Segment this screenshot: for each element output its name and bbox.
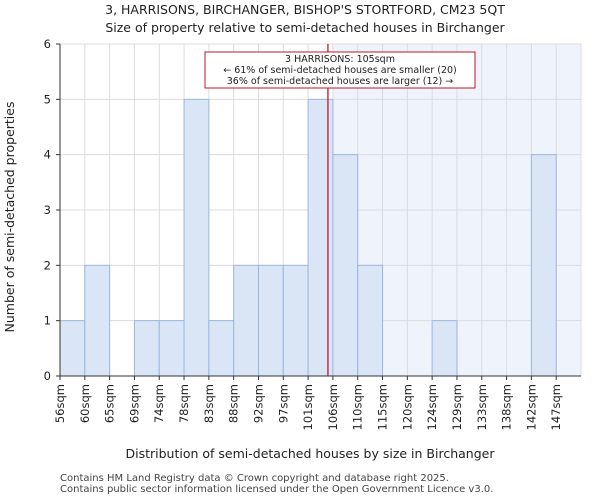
x-tick-label: 115sqm: [376, 384, 390, 430]
x-tick-label: 69sqm: [127, 384, 141, 423]
bar: [282, 264, 309, 377]
y-tick-label: 0: [44, 369, 51, 383]
x-tick-label: 120sqm: [400, 384, 414, 430]
y-tick-label: 3: [44, 203, 51, 217]
x-tick-label: 78sqm: [177, 384, 191, 423]
bar: [59, 320, 86, 377]
x-tick-label: 138sqm: [500, 384, 514, 430]
annotation-line-3: 36% of semi-detached houses are larger (…: [227, 76, 454, 87]
bar: [84, 264, 111, 377]
annotation-box: 3 HARRISONS: 105sqm ← 61% of semi-detach…: [204, 51, 476, 89]
bar: [233, 264, 259, 377]
y-axis-label: Number of semi-detached properties: [2, 102, 17, 333]
bar: [357, 264, 384, 377]
bar: [307, 98, 334, 377]
bar: [158, 320, 185, 377]
chart-subtitle: Size of property relative to semi-detach…: [105, 20, 505, 35]
x-tick-label: 92sqm: [251, 384, 265, 423]
bar: [257, 264, 284, 377]
bar: [431, 320, 458, 377]
x-tick-label: 65sqm: [103, 384, 117, 423]
x-tick-label: 88sqm: [227, 384, 241, 423]
footer-licence: Contains public sector information licen…: [60, 484, 494, 495]
x-axis-label: Distribution of semi-detached houses by …: [126, 446, 496, 461]
bar: [133, 320, 160, 377]
chart-title: 3, HARRISONS, BIRCHANGER, BISHOP'S STORT…: [105, 2, 505, 17]
x-tick-label: 101sqm: [301, 384, 315, 430]
y-tick-label: 4: [44, 148, 51, 162]
x-tick-label: 74sqm: [152, 384, 166, 423]
x-tick-label: 83sqm: [202, 384, 216, 423]
y-tick-label: 5: [44, 92, 51, 106]
bar: [332, 154, 359, 377]
x-tick-label: 129sqm: [450, 384, 464, 430]
x-tick-label: 110sqm: [351, 384, 365, 430]
x-tick-label: 106sqm: [326, 384, 340, 430]
annotation-line-1: 3 HARRISONS: 105sqm: [285, 54, 395, 65]
bar: [530, 154, 557, 377]
x-tick-label: 60sqm: [78, 384, 92, 423]
x-tick-label: 97sqm: [276, 384, 290, 423]
x-tick-label: 147sqm: [549, 384, 563, 430]
bar: [208, 320, 235, 377]
x-tick-label: 56sqm: [53, 384, 67, 423]
y-tick-label: 1: [44, 314, 51, 328]
annotation-line-2: ← 61% of semi-detached houses are smalle…: [223, 65, 457, 76]
x-tick-label: 124sqm: [425, 384, 439, 430]
y-tick-label: 6: [44, 37, 51, 51]
x-tick-label: 142sqm: [524, 384, 538, 430]
bar: [183, 98, 210, 377]
x-tick-label: 133sqm: [475, 384, 489, 430]
footer-copyright: Contains HM Land Registry data © Crown c…: [60, 473, 449, 484]
y-tick-label: 2: [44, 258, 51, 272]
